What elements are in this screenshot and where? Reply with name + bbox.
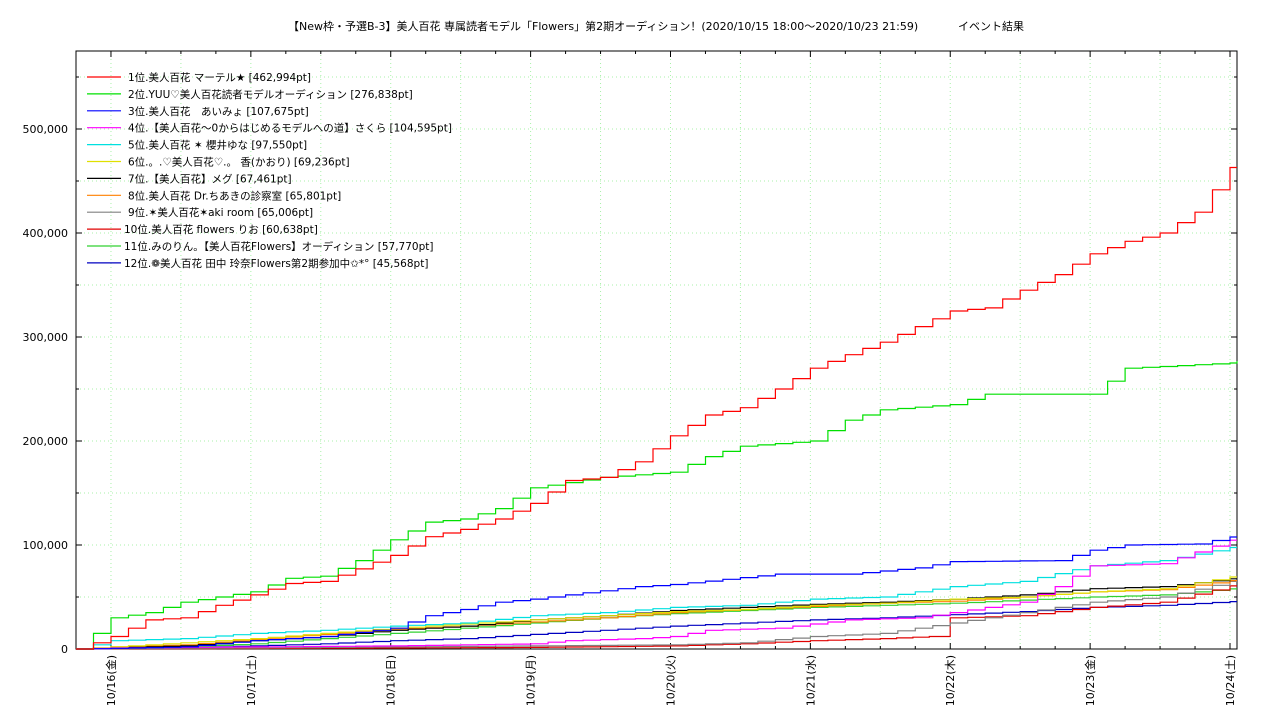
legend-entry-9: 9位.✶美人百花✶aki room [65,006pt] bbox=[128, 206, 313, 219]
legend-entry-3: 3位.美人百花 あいみょ [107,675pt] bbox=[128, 105, 309, 118]
series-line-4 bbox=[76, 539, 1237, 650]
x-tick-label: 10/17(土) bbox=[245, 655, 258, 706]
x-tick-label: 10/18(日) bbox=[385, 655, 398, 706]
series-lines bbox=[76, 166, 1238, 650]
series-line-1 bbox=[76, 166, 1237, 650]
y-tick-label: 0 bbox=[61, 643, 68, 656]
legend-entry-6: 6位.。.♡美人百花♡.。 香(かおり) [69,236pt] bbox=[128, 156, 350, 169]
legend-entry-12: 12位.❁美人百花 田中 玲奈Flowers第2期参加中✩*° [45,568p… bbox=[124, 257, 428, 270]
series-line-5 bbox=[76, 546, 1237, 650]
y-tick-label: 400,000 bbox=[23, 227, 69, 240]
plot-frame bbox=[75, 50, 1238, 650]
y-axis: 0 100,000 200,000 300,000 400,000 500,000 bbox=[23, 76, 1237, 656]
legend-entry-11: 11位.みのりん。【美人百花Flowers】オーディション [57,770pt] bbox=[124, 240, 433, 253]
legend-entry-5: 5位.美人百花 ✶ 櫻井ゆな [97,550pt] bbox=[128, 139, 307, 152]
legend-entry-7: 7位.【美人百花】メグ [67,461pt] bbox=[128, 172, 292, 185]
legend-entry-10: 10位.美人百花 flowers りお [60,638pt] bbox=[124, 223, 318, 236]
y-tick-label: 100,000 bbox=[23, 539, 69, 552]
x-axis: 10/16(金) 10/17(土) 10/18(日) 10/19(月) 10/20(火)… bbox=[75, 51, 1237, 706]
x-tick-label: 10/21(水) bbox=[804, 655, 817, 706]
legend: 1位.美人百花 マーテル★ [462,994pt] 2位.YUU♡美人百花読者モデ… bbox=[87, 71, 452, 270]
legend-entry-1: 1位.美人百花 マーテル★ [462,994pt] bbox=[128, 71, 311, 84]
series-line-9 bbox=[76, 580, 1237, 650]
chart-title: 【New枠・予選B-3】美人百花 専属読者モデル「Flowers」第2期オーディ… bbox=[288, 19, 918, 33]
series-line-11 bbox=[76, 588, 1237, 650]
legend-entry-4: 4位.【美人百花〜0からはじめるモデルへの道】さくら [104,595pt] bbox=[128, 122, 452, 135]
legend-entry-8: 8位.美人百花 Dr.ちあきの診察室 [65,801pt] bbox=[128, 189, 341, 202]
grid bbox=[76, 51, 1237, 649]
y-tick-label: 200,000 bbox=[23, 435, 69, 448]
y-tick-label: 300,000 bbox=[23, 331, 69, 344]
series-line-2 bbox=[76, 361, 1238, 650]
x-tick-label: 10/24(土) bbox=[1224, 655, 1237, 706]
x-tick-label: 10/20(火) bbox=[664, 655, 677, 706]
y-tick-label: 500,000 bbox=[23, 123, 69, 136]
series-line-3 bbox=[76, 536, 1237, 650]
series-line-6 bbox=[76, 576, 1237, 650]
x-tick-label: 10/22(木) bbox=[944, 655, 957, 706]
legend-entry-2: 2位.YUU♡美人百花読者モデルオーディション [276,838pt] bbox=[128, 88, 413, 101]
x-tick-label: 10/16(金) bbox=[104, 655, 118, 706]
chart-subtitle: イベント結果 bbox=[958, 19, 1024, 33]
x-tick-label: 10/19(月) bbox=[525, 655, 538, 706]
x-tick-label: 10/23(金) bbox=[1083, 655, 1097, 706]
